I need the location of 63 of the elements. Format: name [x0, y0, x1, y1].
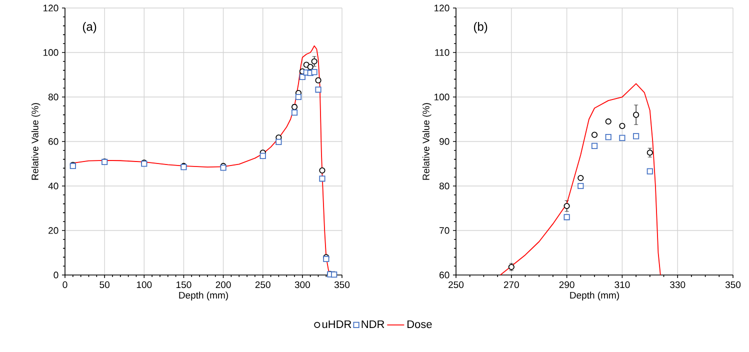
point [646, 150, 653, 156]
line-series [500, 83, 661, 275]
point [633, 112, 640, 118]
y-tick-label: 100 [44, 49, 58, 56]
point [605, 134, 612, 140]
y-tick-label: 70 [440, 227, 450, 234]
point [578, 174, 584, 182]
y-tick-label: 20 [48, 227, 58, 234]
point [291, 110, 298, 116]
x-tick-label: 100 [136, 281, 152, 288]
point [276, 138, 282, 145]
point [619, 122, 626, 129]
x-tick-label: 250 [448, 281, 464, 288]
annotation: (a) [82, 22, 96, 34]
y-axis-title: Relative Value (%) [422, 103, 432, 180]
x-tick-label: 350 [334, 281, 350, 288]
x-tick-label: 350 [725, 281, 741, 288]
x-tick-label: 330 [670, 281, 686, 288]
y-tick-label: 80 [48, 94, 58, 100]
x-axis-title: Depth (mm) [179, 292, 228, 300]
legend-label: uHDR [322, 320, 352, 328]
x-tick-label: 0 [62, 281, 68, 288]
x-tick-label: 270 [504, 281, 519, 288]
x-tick-label: 200 [216, 281, 231, 288]
point [295, 94, 302, 100]
y-tick-label: 100 [434, 94, 450, 100]
point [564, 214, 570, 220]
point [315, 86, 322, 93]
point [564, 202, 570, 210]
legend-label: NDR [362, 320, 384, 328]
point [299, 74, 306, 80]
y-tick-label: 120 [44, 4, 58, 12]
x-tick-label: 150 [176, 281, 192, 288]
y-tick-label: 40 [48, 182, 58, 190]
x-tick-label: 290 [559, 281, 574, 288]
y-tick-label: 110 [435, 49, 450, 56]
legend-label: Dose [408, 320, 432, 328]
point [591, 142, 598, 149]
x-tick-label: 250 [255, 281, 270, 288]
point [319, 167, 326, 174]
point [319, 176, 326, 182]
point [605, 118, 612, 125]
y-axis-title: Relative Value (%) [31, 103, 40, 180]
x-axis-title: Depth (mm) [570, 292, 619, 300]
point [619, 134, 626, 141]
annotation: (b) [474, 22, 488, 34]
point [578, 182, 584, 190]
y-tick-label: 0 [54, 272, 58, 278]
y-tick-label: 60 [440, 272, 450, 278]
point [307, 64, 314, 70]
point [646, 168, 653, 174]
point [633, 133, 640, 140]
x-tick-label: 50 [100, 281, 110, 288]
x-tick-label: 300 [294, 281, 310, 288]
x-tick-label: 310 [614, 281, 630, 288]
y-tick-label: 90 [440, 138, 450, 145]
point [311, 69, 318, 76]
y-tick-label: 120 [434, 4, 450, 12]
point [260, 152, 266, 160]
y-tick-label: 80 [439, 182, 450, 190]
point [591, 132, 598, 138]
y-tick-label: 60 [48, 138, 58, 145]
point [311, 58, 318, 64]
